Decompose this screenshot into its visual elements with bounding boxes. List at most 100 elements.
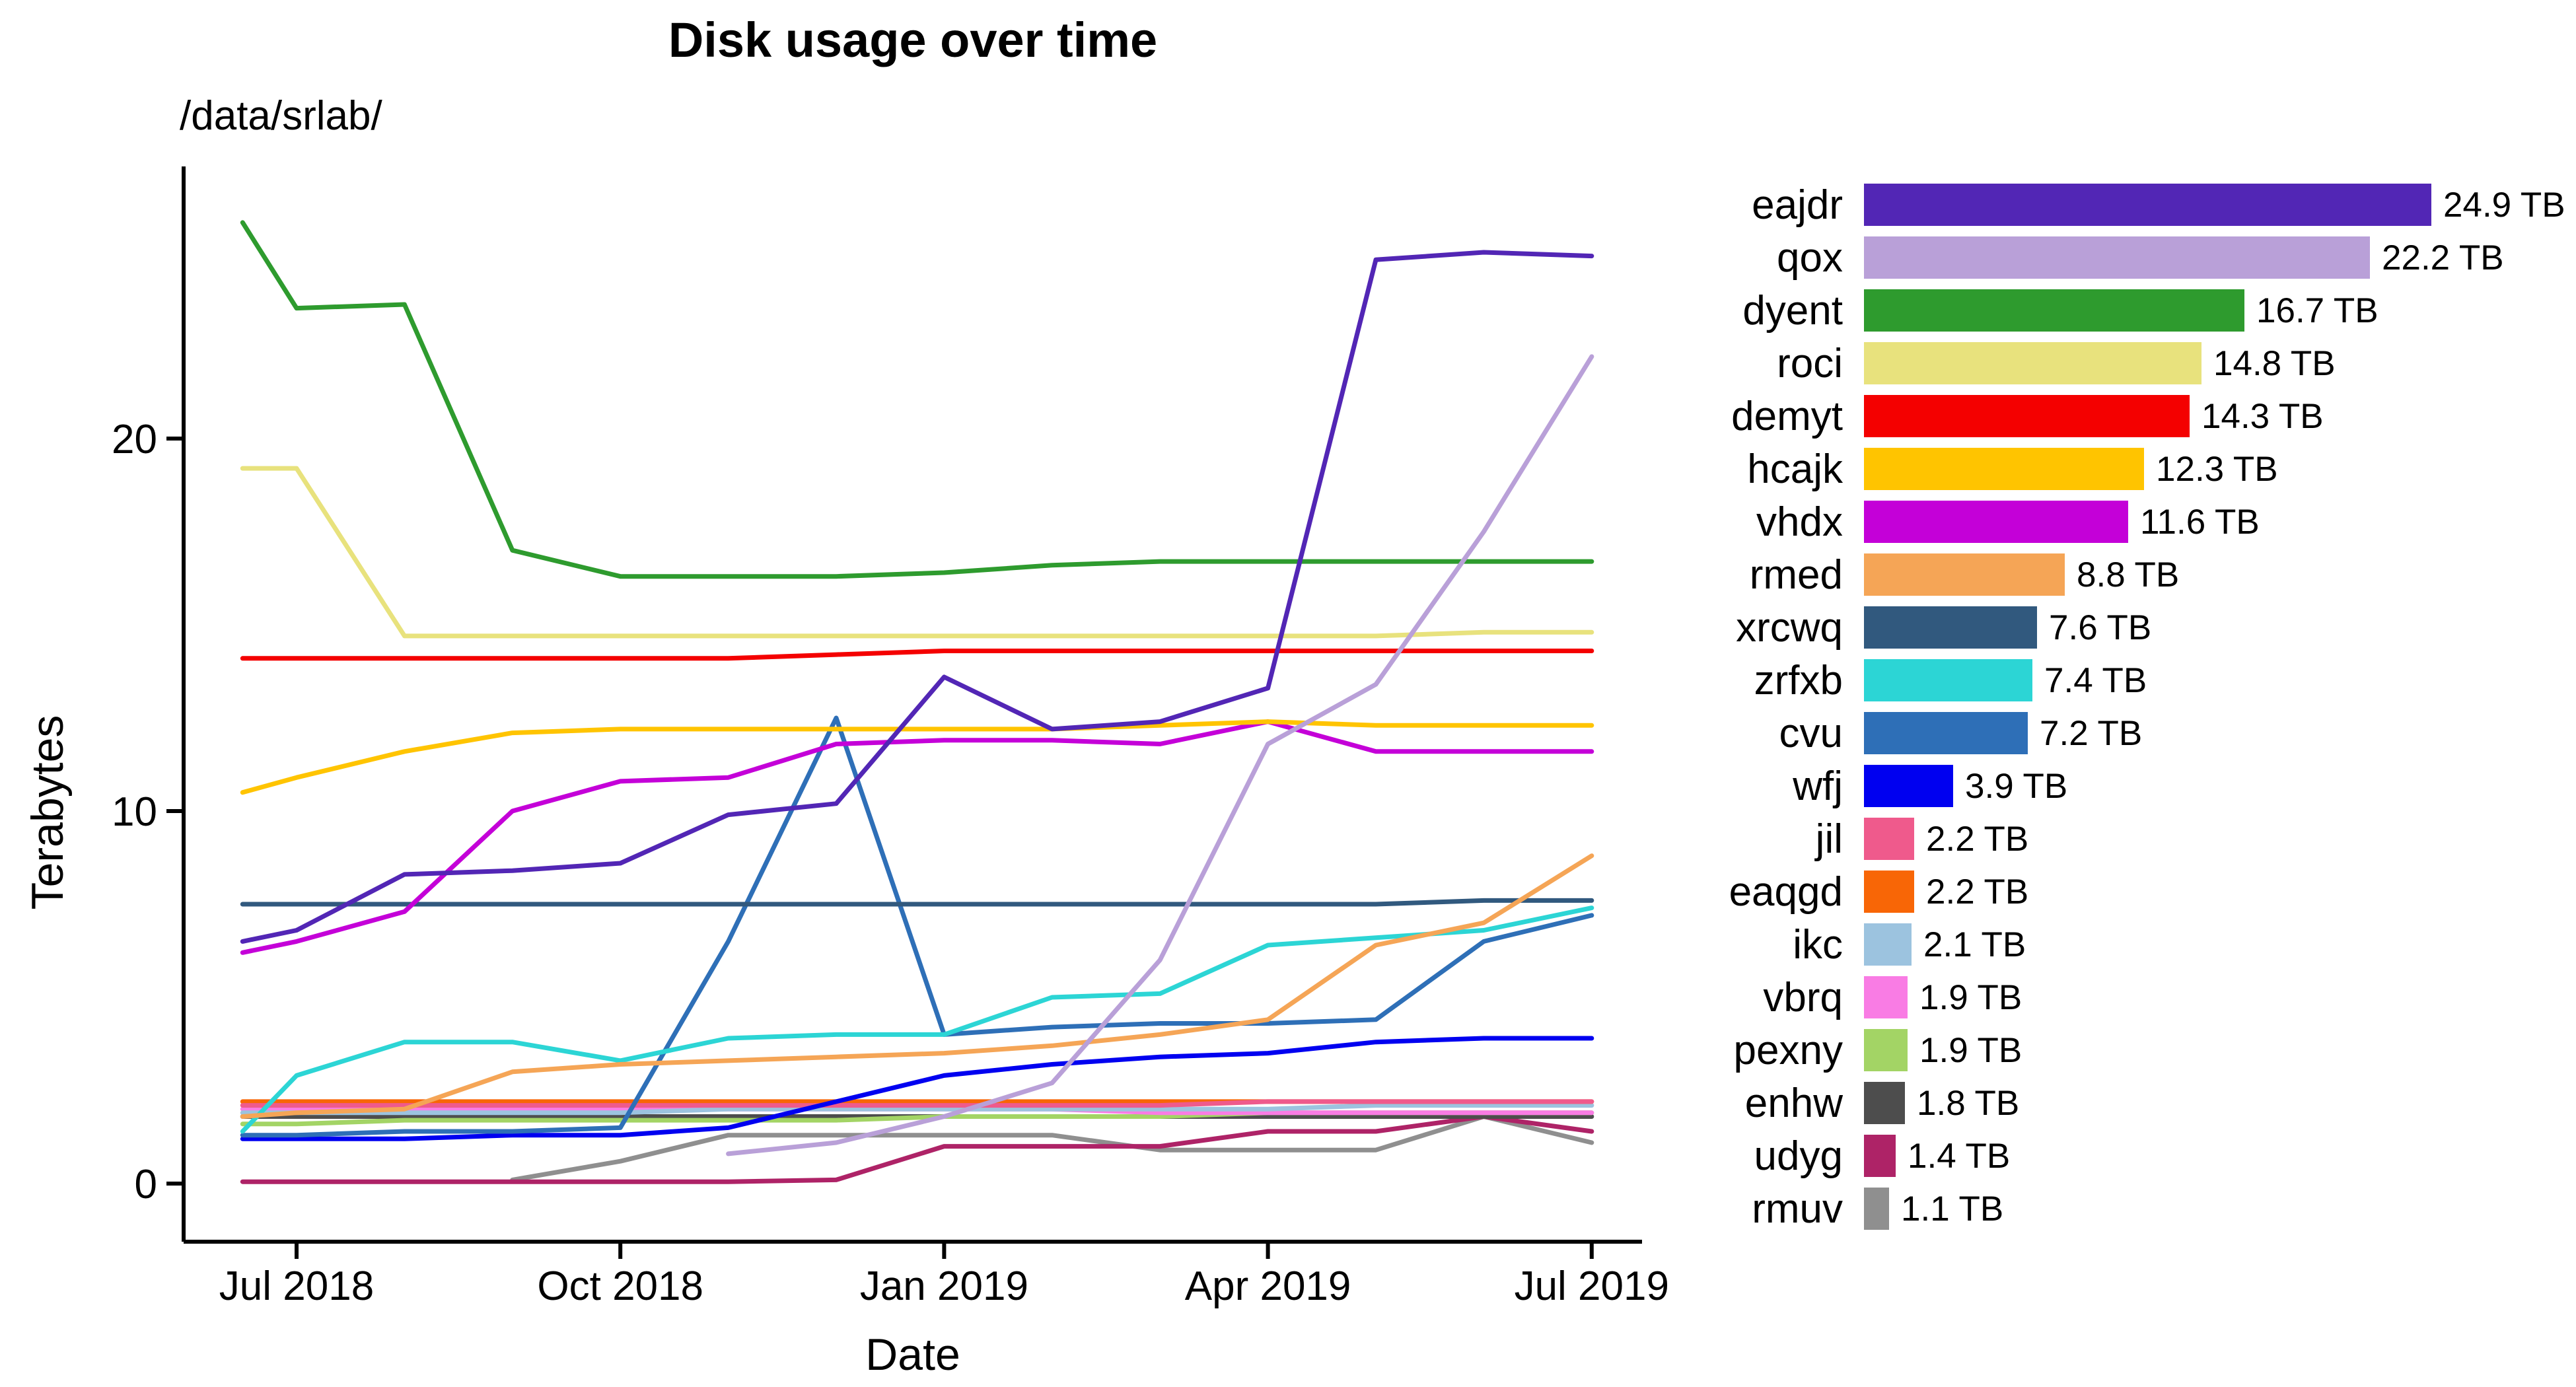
legend-usage-value: 14.3 TB <box>2201 396 2324 436</box>
series-line-wfj <box>240 1036 1594 1141</box>
legend-series-name: vhdx <box>1756 499 1843 545</box>
legend-usage-value: 7.2 TB <box>2040 713 2143 753</box>
series-line-xrcwq <box>240 898 1594 907</box>
legend-usage-value: 2.2 TB <box>1926 819 2029 859</box>
legend-row-demyt: demyt 14.3 TB <box>1565 390 2576 443</box>
legend-series-name: jil <box>1815 816 1843 862</box>
series-line-jil <box>240 1099 1594 1108</box>
legend-series-name: rmed <box>1749 551 1843 598</box>
legend-series-name: udyg <box>1754 1133 1843 1179</box>
legend-usage-bar <box>1864 818 1914 860</box>
x-tick-label: Jul 2018 <box>219 1263 374 1309</box>
legend-usage-value: 7.6 TB <box>2049 608 2152 647</box>
legend-usage-value: 2.2 TB <box>1926 872 2029 911</box>
legend-row-zrfxb: zrfxb 7.4 TB <box>1565 654 2576 707</box>
legend-row-xrcwq: xrcwq 7.6 TB <box>1565 601 2576 654</box>
legend-usage-bar <box>1864 553 2065 596</box>
legend-row-hcajk: hcajk 12.3 TB <box>1565 443 2576 495</box>
legend-series-name: zrfxb <box>1754 657 1843 703</box>
legend-series-name: wfj <box>1793 763 1843 809</box>
legend-usage-value: 14.8 TB <box>2213 343 2336 383</box>
legend-usage-bar <box>1864 448 2144 490</box>
series-line-vhdx <box>240 719 1594 955</box>
legend-row-jil: jil 2.2 TB <box>1565 812 2576 865</box>
legend-row-qox: qox 22.2 TB <box>1565 231 2576 284</box>
x-tick-label: Oct 2018 <box>537 1263 703 1309</box>
legend-row-cvu: cvu 7.2 TB <box>1565 707 2576 760</box>
series-line-zrfxb <box>240 906 1594 1134</box>
legend-usage-bar <box>1864 1135 1896 1177</box>
legend-usage-value: 22.2 TB <box>2382 238 2504 277</box>
y-tick-label: 10 <box>112 789 157 835</box>
legend-row-rmuv: rmuv 1.1 TB <box>1565 1182 2576 1235</box>
legend-usage-value: 1.9 TB <box>1919 978 2022 1017</box>
legend-row-enhw: enhw 1.8 TB <box>1565 1077 2576 1129</box>
legend-usage-value: 2.1 TB <box>1923 925 2026 964</box>
legend-series-name: xrcwq <box>1736 604 1843 651</box>
legend-usage-value: 1.9 TB <box>1919 1030 2022 1070</box>
legend-series-name: eaqgd <box>1729 869 1843 915</box>
legend-bar-chart: eajdr 24.9 TB qox 22.2 TB dyent 16.7 TB roci 14… <box>1565 178 2576 1235</box>
legend-usage-value: 1.1 TB <box>1901 1189 2004 1228</box>
series-line-rmuv <box>510 1114 1594 1182</box>
legend-usage-bar <box>1864 1188 1889 1230</box>
legend-row-eaqgd: eaqgd 2.2 TB <box>1565 865 2576 918</box>
series-line-cvu <box>240 715 1594 1138</box>
legend-row-roci: roci 14.8 TB <box>1565 337 2576 390</box>
legend-series-name: qox <box>1777 234 1843 281</box>
series-line-roci <box>240 466 1594 639</box>
series-line-qox <box>726 354 1594 1156</box>
legend-series-name: cvu <box>1779 710 1843 756</box>
legend-usage-bar <box>1864 236 2370 279</box>
legend-row-ikc: ikc 2.1 TB <box>1565 918 2576 971</box>
legend-usage-bar <box>1864 1029 1908 1071</box>
legend-series-name: demyt <box>1731 393 1843 439</box>
legend-usage-bar <box>1864 395 2190 437</box>
legend-usage-bar <box>1864 289 2244 332</box>
legend-usage-bar <box>1864 712 2028 754</box>
legend-usage-value: 12.3 TB <box>2156 449 2278 489</box>
legend-usage-bar <box>1864 976 1908 1018</box>
legend-series-name: hcajk <box>1747 446 1843 492</box>
legend-usage-value: 24.9 TB <box>2443 185 2565 225</box>
legend-usage-value: 16.7 TB <box>2256 291 2379 330</box>
legend-row-vbrq: vbrq 1.9 TB <box>1565 971 2576 1024</box>
legend-usage-bar <box>1864 659 2032 701</box>
legend-row-udyg: udyg 1.4 TB <box>1565 1129 2576 1182</box>
legend-usage-value: 11.6 TB <box>2140 502 2260 542</box>
y-tick-label: 20 <box>112 417 157 462</box>
legend-row-rmed: rmed 8.8 TB <box>1565 548 2576 601</box>
legend-series-name: pexny <box>1733 1027 1843 1073</box>
legend-row-wfj: wfj 3.9 TB <box>1565 760 2576 812</box>
legend-series-name: enhw <box>1744 1080 1843 1126</box>
legend-usage-bar <box>1864 871 1914 913</box>
chart-subtitle: /data/srlab/ <box>180 93 382 139</box>
legend-row-dyent: dyent 16.7 TB <box>1565 284 2576 337</box>
legend-row-pexny: pexny 1.9 TB <box>1565 1024 2576 1077</box>
legend-usage-bar <box>1864 1082 1905 1124</box>
legend-usage-bar <box>1864 606 2037 649</box>
x-tick-label: Jan 2019 <box>860 1263 1028 1309</box>
series-line-rmed <box>240 853 1594 1119</box>
x-tick-label: Jul 2019 <box>1515 1263 1669 1309</box>
x-axis-title: Date <box>865 1330 960 1380</box>
legend-series-name: dyent <box>1742 287 1843 334</box>
series-line-hcajk <box>240 719 1594 795</box>
legend-usage-value: 1.8 TB <box>1917 1083 2020 1123</box>
legend-series-name: rmuv <box>1752 1186 1843 1232</box>
legend-series-name: ikc <box>1793 921 1843 968</box>
legend-usage-value: 7.4 TB <box>2044 660 2147 700</box>
legend-usage-bar <box>1864 184 2431 226</box>
series-line-ikc <box>240 1103 1594 1116</box>
legend-usage-value: 3.9 TB <box>1965 766 2068 806</box>
legend-row-vhdx: vhdx 11.6 TB <box>1565 495 2576 548</box>
legend-usage-bar <box>1864 501 2128 543</box>
legend-usage-value: 1.4 TB <box>1908 1136 2011 1176</box>
legend-usage-bar <box>1864 923 1912 966</box>
chart-title: Disk usage over time <box>668 13 1158 67</box>
series-line-demyt <box>240 649 1594 661</box>
y-axis-title: Terabytes <box>22 715 73 910</box>
x-tick-label: Apr 2019 <box>1185 1263 1351 1309</box>
